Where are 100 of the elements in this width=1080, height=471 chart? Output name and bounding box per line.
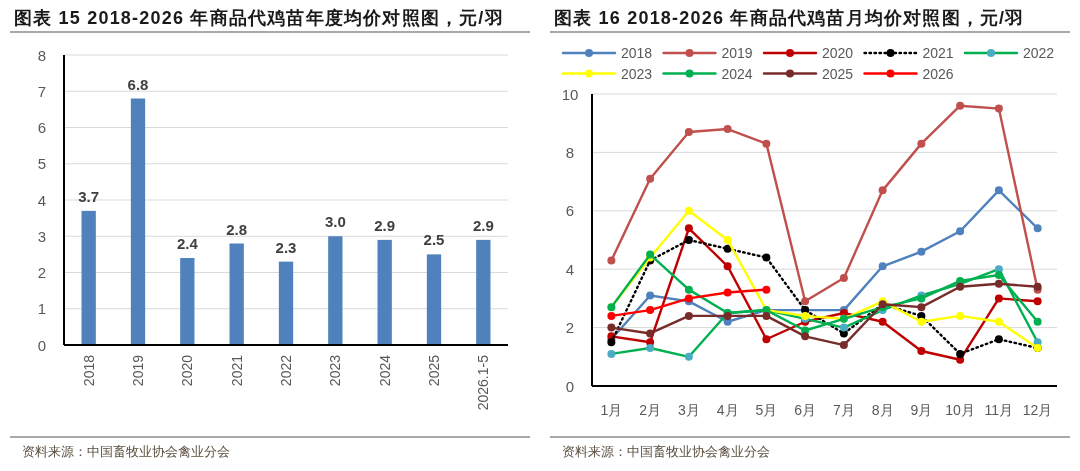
legend-label: 2026: [922, 65, 954, 82]
point: [762, 253, 771, 262]
x-tick-label: 2019: [130, 354, 146, 387]
legend-label: 2023: [621, 65, 653, 82]
legend-label: 2025: [822, 65, 854, 82]
point: [684, 285, 693, 294]
point: [1033, 224, 1042, 233]
y-tick-label: 5: [37, 155, 47, 173]
point: [917, 303, 926, 312]
point: [607, 311, 616, 320]
y-tick-label: 0: [565, 377, 575, 395]
y-tick-label: 2: [37, 264, 47, 281]
point: [723, 236, 732, 244]
x-tick-label: 2021: [228, 354, 245, 387]
bar: [278, 261, 294, 345]
x-tick-label: 11月: [984, 402, 1014, 418]
point: [723, 288, 732, 297]
y-tick-label: 6: [37, 119, 47, 136]
data-label: 2.3: [275, 238, 297, 256]
point: [762, 335, 771, 344]
point: [994, 335, 1003, 344]
data-label: 2.9: [374, 216, 396, 234]
bar: [180, 258, 195, 345]
chart-title: 图表 15 2018-2026 年商品代鸡苗年度均价对照图，元/羽: [14, 8, 504, 28]
x-tick-label: 3月: [677, 402, 700, 418]
data-label: 2.4: [176, 235, 199, 252]
bar: [476, 239, 491, 345]
point: [839, 341, 848, 350]
x-tick-label: 7月: [832, 402, 855, 418]
point: [839, 273, 848, 282]
point: [956, 311, 965, 320]
data-label: 2.5: [423, 231, 445, 249]
point: [994, 186, 1003, 195]
point: [994, 279, 1003, 288]
y-tick-label: 10: [561, 85, 579, 103]
point: [723, 244, 732, 253]
y-tick-label: 7: [37, 82, 47, 100]
point: [839, 323, 848, 332]
data-label: 3.7: [78, 187, 100, 205]
x-tick-label: 2024: [376, 354, 393, 387]
point: [917, 317, 926, 326]
text: 资料来源：中国畜牧业协会禽业分会: [22, 444, 230, 459]
point: [994, 317, 1003, 326]
point: [646, 329, 655, 338]
point: [723, 262, 732, 271]
x-tick-label: 2020: [179, 354, 196, 387]
x-tick-label: 5月: [755, 402, 778, 418]
point: [878, 262, 887, 271]
x-tick-label: 10月: [945, 402, 975, 418]
point: [956, 227, 965, 236]
data-label: 2.8: [226, 220, 248, 238]
data-label: 2.9: [472, 216, 494, 234]
point: [684, 311, 693, 320]
point: [956, 101, 965, 110]
point: [684, 352, 693, 361]
y-tick-label: 2: [565, 319, 575, 337]
point: [684, 206, 693, 215]
point: [646, 174, 655, 183]
legend-label: 2019: [721, 45, 753, 61]
point: [801, 297, 810, 306]
y-tick-label: 8: [37, 46, 47, 64]
data-label: 3.0: [324, 213, 346, 231]
point: [607, 349, 616, 358]
point: [762, 285, 771, 294]
x-tick-label: 1月: [600, 402, 623, 418]
y-tick-label: 4: [37, 191, 47, 209]
y-tick-label: 1: [37, 300, 47, 318]
point: [646, 344, 655, 353]
point: [1033, 297, 1042, 306]
x-tick-label: 4月: [716, 402, 739, 418]
point: [723, 125, 732, 134]
point: [994, 294, 1003, 303]
y-tick-label: 4: [565, 260, 575, 278]
point: [684, 236, 693, 244]
x-tick-label: 2月: [639, 402, 662, 418]
point: [684, 127, 693, 136]
point: [878, 317, 887, 326]
bar: [81, 210, 96, 345]
x-tick-label: 2023: [327, 354, 344, 387]
point: [994, 104, 1003, 113]
x-tick-label: 8月: [871, 402, 894, 418]
x-tick-label: 2018: [80, 354, 97, 387]
point: [994, 271, 1003, 280]
bar: [130, 98, 146, 345]
point: [684, 224, 693, 233]
bar: [328, 236, 343, 345]
point: [917, 139, 926, 148]
point: [646, 291, 655, 300]
legend-label: 2022: [1023, 45, 1055, 61]
point: [801, 332, 810, 341]
point: [917, 247, 926, 256]
point: [1033, 317, 1042, 326]
data-label: 6.8: [127, 75, 149, 93]
x-tick-label: 6月: [794, 402, 817, 418]
point: [762, 311, 771, 320]
bar: [229, 243, 244, 345]
point: [646, 306, 655, 315]
text: 资料来源：中国畜牧业协会禽业分会: [562, 444, 770, 459]
chart-title: 图表 16 2018-2026 年商品代鸡苗月均价对照图，元/羽: [554, 8, 1025, 28]
point: [878, 186, 887, 195]
